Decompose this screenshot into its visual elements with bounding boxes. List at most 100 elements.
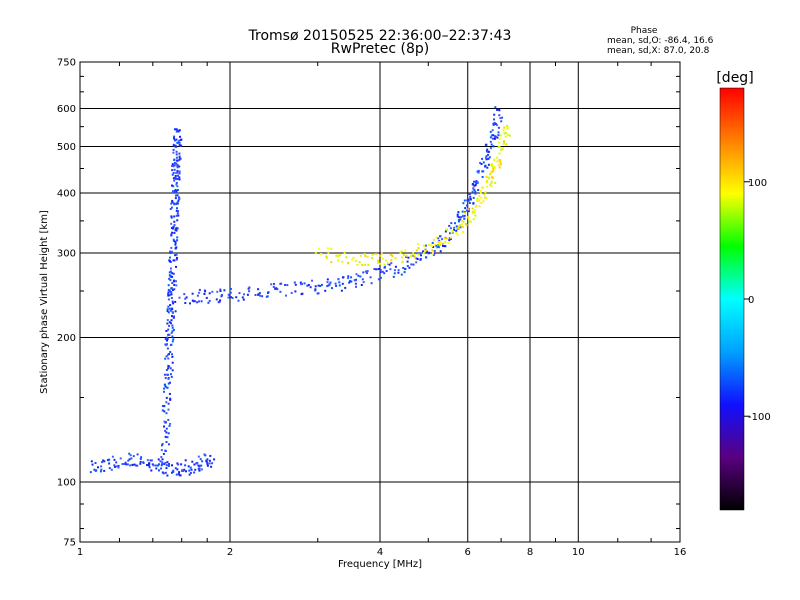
echo-point [170,215,173,218]
echo-point [178,143,181,146]
echo-point [208,299,211,302]
echo-point [366,255,369,258]
echo-point [320,253,323,255]
echo-point [157,464,159,467]
echo-point [364,255,367,258]
echo-point [430,244,433,247]
echo-point [174,194,177,197]
echo-point [432,252,435,255]
echo-point [171,326,174,329]
echo-point [184,297,187,300]
echo-point [168,392,171,395]
echo-point [363,253,366,255]
x-tick-label: 6 [465,547,471,558]
echo-point [485,143,488,146]
echo-point [176,212,179,215]
echo-point [178,152,181,155]
minor-ticks [80,62,680,542]
echo-point [94,469,97,472]
echo-point [489,163,492,166]
echo-point [439,250,442,253]
echo-point [414,256,417,259]
echo-point [177,463,180,466]
echo-point [501,116,504,119]
echo-point [174,176,177,179]
echo-point [456,213,459,216]
echo-point [505,143,508,146]
echo-point [324,289,327,292]
echo-point [459,224,461,227]
echo-point [184,464,187,467]
echo-point [166,308,169,311]
echo-point [169,252,172,254]
echo-point [167,378,170,380]
echo-point [164,461,167,464]
echo-point [205,296,208,299]
echo-point [198,465,201,468]
echo-point [337,278,340,281]
echo-point [116,465,118,468]
echo-point [418,252,421,255]
y-tick-label: 750 [57,58,76,69]
echo-point [493,118,495,121]
echo-point [175,473,178,476]
echo-point [449,232,451,235]
echo-point [161,461,164,464]
y-axis-label: Stationary phase Virtual Height [km] [39,210,50,394]
echo-point [167,328,170,331]
echo-point [493,113,496,116]
echo-point [169,250,172,253]
echo-point [484,165,487,168]
echo-point [415,249,418,252]
echo-point [196,294,199,297]
echo-point [493,165,496,168]
echo-point [285,294,287,297]
echo-point [170,375,173,378]
echo-point [419,258,422,261]
echo-point [489,183,491,186]
echo-point [175,153,178,156]
echo-point [474,181,477,183]
echo-point [166,338,169,340]
echo-point [472,196,475,199]
echo-point [410,254,413,257]
echo-point [412,252,415,255]
echo-point [334,282,337,285]
echo-point [130,457,133,460]
echo-point [90,460,93,463]
echo-point [172,470,175,473]
echo-point [231,296,234,299]
echo-point [167,364,170,367]
echo-point [387,262,390,265]
echo-point [389,268,392,271]
echo-point [198,300,200,303]
echo-point [487,153,489,156]
echo-point [360,284,363,286]
echo-point [428,251,431,254]
echo-point [404,249,407,252]
echo-point [379,269,382,271]
echo-point [172,226,175,229]
echo-point [504,135,507,138]
echo-point [498,166,501,169]
echo-point [472,218,475,221]
echo-point [274,287,277,290]
echo-point [172,190,174,193]
echo-point [496,160,499,163]
echo-point [175,128,178,131]
echo-point [477,169,480,172]
echo-point [168,321,171,324]
echo-point [444,230,447,233]
echo-point [160,464,163,467]
echo-point [477,171,480,174]
echo-point [165,330,168,332]
echo-point [417,253,420,256]
echo-point [266,295,269,298]
echo-point [356,263,359,266]
echo-point [175,209,178,212]
echo-point [175,253,178,256]
echo-point [171,335,174,338]
echo-point [173,240,176,242]
echo-point [170,319,173,322]
echo-point [166,461,169,464]
